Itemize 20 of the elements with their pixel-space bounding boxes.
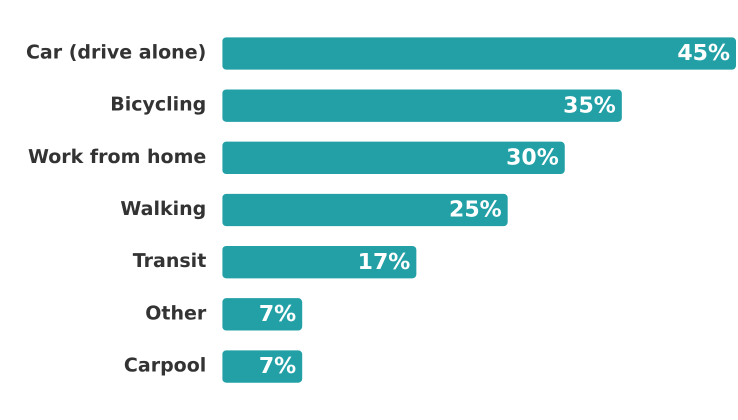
data-label: 7% bbox=[258, 302, 296, 328]
bar bbox=[222, 298, 302, 331]
bar bbox=[222, 194, 508, 226]
y-tick-label: Walking bbox=[120, 198, 206, 220]
y-tick-label: Bicycling bbox=[110, 94, 206, 116]
bar bbox=[222, 89, 622, 122]
data-label: 45% bbox=[677, 41, 730, 66]
data-label: 30% bbox=[506, 146, 559, 171]
y-tick-label: Carpool bbox=[124, 354, 206, 376]
data-label: 7% bbox=[258, 354, 296, 380]
data-label: 35% bbox=[563, 93, 616, 118]
y-tick-label: Transit bbox=[132, 250, 206, 272]
data-label: 25% bbox=[449, 198, 502, 223]
y-tick-label: Other bbox=[145, 302, 207, 324]
y-tick-label: Work from home bbox=[28, 146, 206, 168]
bar bbox=[222, 142, 565, 174]
y-tick-label: Car (drive alone) bbox=[26, 41, 206, 64]
bar bbox=[222, 246, 416, 278]
data-label: 17% bbox=[358, 250, 410, 275]
bar bbox=[222, 37, 736, 70]
